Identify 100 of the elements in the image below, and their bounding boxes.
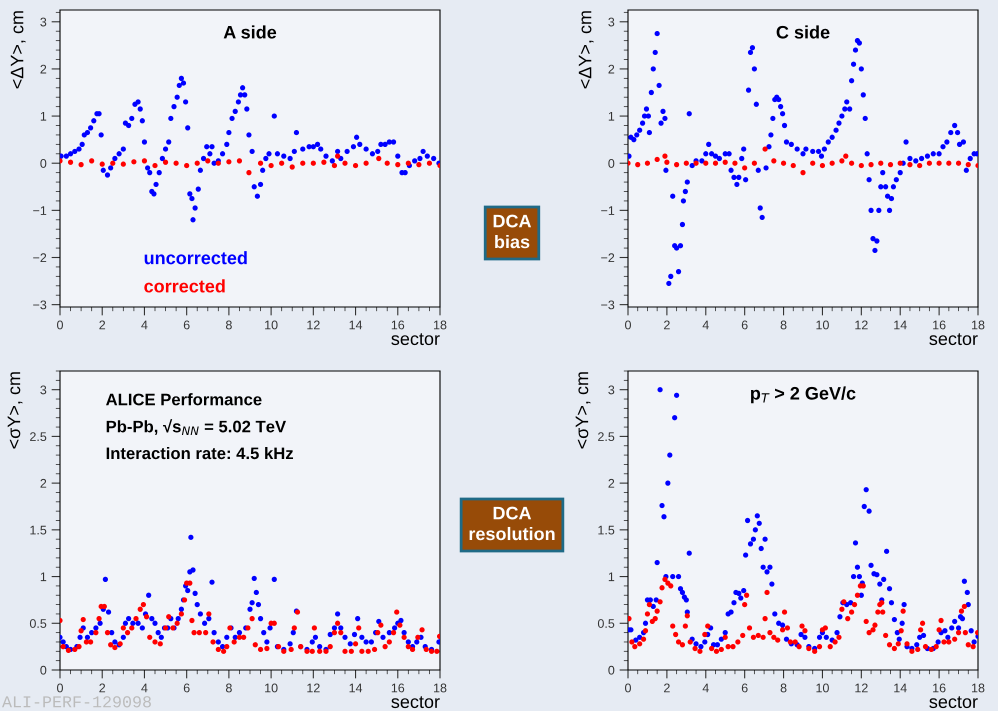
text: C side: [776, 25, 830, 39]
text: A side: [224, 25, 276, 39]
point: [732, 160, 738, 166]
point: [966, 162, 971, 168]
point: [194, 160, 200, 166]
point: [790, 162, 796, 168]
y-tick-label: 3: [40, 385, 46, 394]
point: [376, 156, 382, 162]
point: [236, 158, 242, 164]
x-tick-label: 16: [933, 320, 946, 330]
x-tick-label: 6: [742, 320, 748, 330]
point: [662, 154, 668, 159]
point: [849, 160, 854, 166]
x-tick-label: 0: [57, 320, 63, 330]
point: [820, 162, 826, 168]
point: [120, 162, 126, 167]
point: [321, 160, 326, 165]
y-tick-label: 2.5: [30, 432, 46, 442]
point: [216, 160, 221, 166]
y-tick-label: 2: [608, 478, 614, 488]
y-tick-label: 3: [608, 385, 614, 394]
x-tick-label: 2: [99, 320, 106, 330]
y-tick-label: 3: [40, 18, 46, 26]
x-tick-label: 14: [350, 684, 362, 692]
point: [162, 160, 168, 165]
x-tick-label: 12: [307, 320, 320, 330]
x-tick-label: 18: [434, 320, 446, 330]
y-tick-label: 0: [608, 159, 614, 168]
x-axis-title: sector: [391, 696, 440, 708]
point: [936, 160, 942, 166]
point: [674, 162, 680, 168]
point: [878, 160, 884, 166]
x-tick-label: 6: [742, 684, 748, 692]
x-tick-label: 4: [702, 320, 709, 330]
point: [342, 160, 348, 166]
point: [762, 146, 768, 152]
y-tick-label: −2: [601, 253, 614, 262]
point: [907, 162, 913, 168]
y-axis-title: <ΔY>, cm: [10, 11, 26, 88]
y-axis-title: <σY>, cm: [576, 372, 590, 448]
point: [78, 162, 84, 168]
point: [310, 160, 316, 166]
x-axis-title: sector: [391, 333, 440, 346]
y-axis-title: <ΔY>, cm: [578, 11, 594, 88]
point: [226, 159, 232, 164]
x-tick-label: 2: [99, 684, 106, 692]
annotation: Pb-Pb, √s$_{NN}$ = 5.02 TeV: [106, 419, 286, 436]
y-tick-label: 0: [40, 666, 46, 675]
x-axis-title: sector: [929, 696, 978, 708]
point: [332, 162, 338, 168]
x-tick-label: 6: [184, 320, 190, 330]
point: [664, 160, 670, 165]
x-tick-label: 2: [664, 684, 670, 692]
point: [300, 160, 306, 166]
point: [635, 162, 640, 168]
series-label: uncorrected: [144, 251, 247, 264]
point: [142, 158, 148, 164]
y-tick-label: 3: [608, 18, 614, 26]
y-tick-label: 1: [40, 572, 46, 582]
point: [868, 162, 874, 168]
annotation: Interaction rate: 4.5 kHz: [106, 446, 294, 460]
x-tick-label: 10: [265, 320, 278, 330]
point: [684, 160, 689, 166]
point: [100, 162, 105, 167]
text: corrected: [144, 279, 225, 293]
point: [279, 160, 284, 166]
x-tick-label: 18: [972, 684, 984, 692]
point: [917, 162, 922, 168]
point: [352, 162, 358, 168]
y-tick-label: 2: [608, 64, 614, 74]
y-tick-label: 1: [608, 112, 614, 121]
y-tick-label: 2.5: [598, 432, 614, 442]
x-tick-label: 4: [141, 320, 148, 330]
point: [131, 159, 136, 164]
point: [712, 160, 718, 166]
point: [152, 162, 158, 168]
x-tick-label: 10: [265, 684, 278, 692]
x-tick-label: 8: [226, 684, 232, 692]
point: [68, 160, 74, 165]
point: [205, 158, 210, 164]
point: [406, 160, 411, 166]
x-tick-label: 2: [664, 320, 670, 330]
point: [898, 160, 903, 166]
y-tick-label: 2: [40, 64, 46, 74]
point: [839, 158, 844, 164]
point: [246, 170, 252, 176]
point: [184, 162, 190, 168]
point: [364, 160, 369, 166]
point: [780, 160, 786, 166]
x-tick-label: 12: [855, 320, 868, 330]
x-tick-label: 0: [625, 684, 631, 692]
point: [174, 160, 179, 166]
y-tick-label: 1: [608, 572, 614, 582]
x-tick-label: 16: [392, 684, 404, 692]
y-tick-label: −1: [33, 206, 46, 215]
point: [335, 154, 340, 159]
x-axis-title: sector: [929, 333, 978, 346]
point: [830, 160, 835, 166]
x-tick-label: 4: [141, 684, 148, 692]
point: [843, 154, 848, 159]
